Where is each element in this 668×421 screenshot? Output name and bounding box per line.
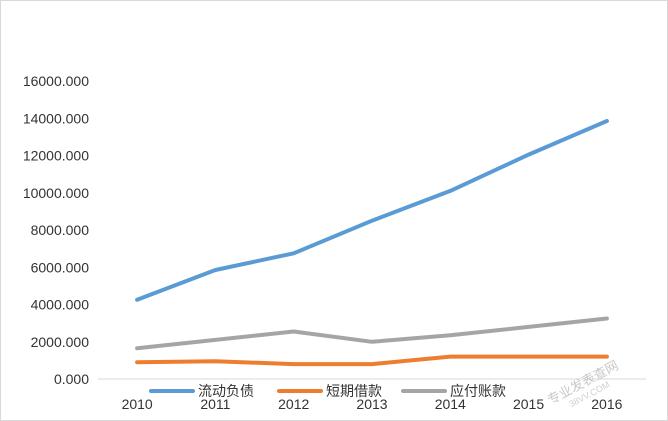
y-tick-label: 8000.000 — [31, 222, 90, 238]
x-tick-label: 2013 — [356, 396, 387, 412]
series-lines — [135, 119, 609, 367]
x-tick-label: 2014 — [435, 396, 466, 412]
legend: 流动负债 短期借款 应付账款 — [149, 383, 506, 400]
x-tick-label: 2016 — [591, 396, 622, 412]
y-tick-label: 16000.000 — [23, 73, 89, 89]
legend-label-1: 短期借款 — [326, 384, 382, 400]
x-tick-label: 2012 — [278, 396, 309, 412]
legend-label-0: 流动负债 — [198, 384, 254, 400]
y-tick-label: 12000.000 — [23, 148, 89, 164]
x-tick-label: 2011 — [200, 396, 230, 412]
legend-label-2: 应付账款 — [450, 383, 506, 400]
series-line-1 — [135, 354, 609, 367]
y-tick-label: 10000.000 — [23, 185, 89, 201]
series-line-0 — [135, 119, 609, 302]
x-tick-label: 2015 — [513, 396, 544, 412]
y-tick-label: 6000.000 — [31, 259, 90, 275]
series-line-2 — [135, 316, 609, 351]
y-tick-label: 2000.000 — [31, 334, 90, 350]
y-tick-label: 4000.000 — [31, 297, 90, 313]
y-tick-label: 0.000 — [54, 371, 89, 387]
y-axis-ticks: 0.000 2000.000 4000.000 6000.000 8000.000 100… — [23, 73, 89, 387]
x-tick-label: 2010 — [122, 396, 153, 412]
y-tick-label: 14000.000 — [23, 110, 89, 126]
x-axis-ticks: 2010 2011 2012 2013 2014 2015 2016 — [122, 396, 623, 412]
